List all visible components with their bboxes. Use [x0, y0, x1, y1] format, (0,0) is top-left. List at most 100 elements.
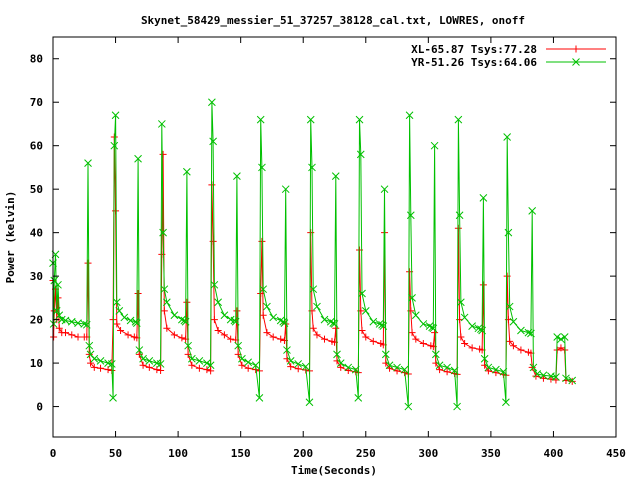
data-point: [305, 398, 314, 407]
data-point: [562, 374, 570, 383]
data-point: [74, 319, 82, 327]
data-point: [528, 207, 537, 215]
data-point: [54, 280, 62, 289]
data-point: [294, 360, 303, 368]
data-point: [552, 376, 560, 384]
data-point: [336, 359, 345, 367]
data-point: [400, 365, 409, 374]
data-point: [529, 363, 538, 372]
data-point: [61, 316, 70, 325]
data-point: [502, 398, 510, 407]
data-point: [412, 335, 420, 343]
data-point: [238, 361, 246, 369]
data-point: [283, 346, 291, 354]
data-point: [203, 359, 211, 367]
data-point: [214, 298, 223, 307]
data-point: [533, 370, 542, 378]
data-point: [381, 350, 390, 359]
data-point: [208, 98, 216, 107]
data-point: [484, 367, 492, 375]
data-point: [80, 320, 89, 328]
data-point: [120, 313, 129, 322]
data-point: [435, 361, 444, 370]
data-point: [527, 329, 535, 338]
data-point: [517, 326, 525, 335]
data-point: [50, 333, 58, 341]
data-point: [308, 163, 316, 172]
data-point: [358, 289, 366, 298]
data-point: [408, 329, 416, 337]
data-point: [233, 307, 241, 315]
data-point: [280, 319, 289, 327]
chart-title: Skynet_58429_messier_51_37257_38128_cal.…: [141, 14, 525, 27]
data-point: [112, 207, 120, 215]
data-point: [382, 359, 390, 367]
data-point: [90, 363, 98, 371]
data-point: [524, 328, 533, 337]
data-point: [251, 361, 260, 370]
x-tick-label: 450: [606, 447, 626, 460]
data-point: [263, 302, 271, 311]
data-point: [210, 280, 219, 289]
data-point: [283, 355, 291, 363]
data-point: [277, 335, 285, 343]
y-tick-label: 50: [30, 183, 43, 196]
data-point: [258, 237, 266, 245]
data-point: [430, 141, 439, 150]
data-point: [183, 167, 191, 176]
data-point: [443, 368, 451, 376]
data-point: [178, 315, 186, 324]
data-point: [393, 363, 401, 372]
data-point: [326, 317, 335, 326]
plot-frame: [52, 36, 617, 438]
data-point: [132, 319, 141, 327]
data-point: [181, 317, 190, 326]
data-point: [468, 344, 476, 352]
data-point: [301, 362, 310, 371]
data-point: [479, 194, 488, 202]
data-point: [509, 317, 518, 326]
data-point: [313, 302, 321, 311]
data-point: [210, 316, 218, 324]
data-point: [539, 374, 547, 382]
data-point: [115, 307, 124, 315]
data-point: [552, 373, 560, 381]
x-tick-label: 100: [168, 447, 188, 460]
x-tick-label: 400: [544, 447, 564, 460]
x-tick-label: 350: [481, 447, 501, 460]
x-tick-label: 150: [231, 447, 251, 460]
data-point: [362, 333, 370, 341]
data-point: [49, 320, 58, 328]
data-point: [344, 366, 352, 374]
data-point: [82, 320, 91, 329]
data-point: [158, 250, 166, 258]
data-point: [145, 363, 153, 371]
data-point: [112, 298, 121, 307]
data-point: [369, 337, 377, 345]
data-point: [159, 150, 167, 158]
data-point: [234, 341, 243, 350]
data-point: [528, 363, 536, 371]
x-axis-label: Time(Seconds): [291, 464, 377, 477]
data-point: [379, 322, 388, 330]
data-point: [492, 369, 500, 377]
data-point: [227, 335, 235, 343]
data-point: [281, 185, 290, 194]
data-point: [178, 334, 186, 342]
data-point: [87, 359, 95, 367]
data-point: [55, 324, 63, 332]
data-point: [480, 354, 489, 363]
data-point: [436, 366, 444, 374]
data-point: [404, 402, 413, 411]
data-point: [188, 354, 196, 363]
data-point: [145, 357, 154, 365]
data-point: [170, 311, 179, 320]
data-point: [209, 137, 217, 146]
data-point: [195, 357, 204, 365]
data-point: [276, 316, 285, 325]
y-tick-label: 80: [30, 53, 43, 66]
data-point: [405, 111, 414, 120]
data-point: [553, 333, 562, 341]
data-point: [107, 360, 116, 368]
data-point: [220, 331, 228, 339]
